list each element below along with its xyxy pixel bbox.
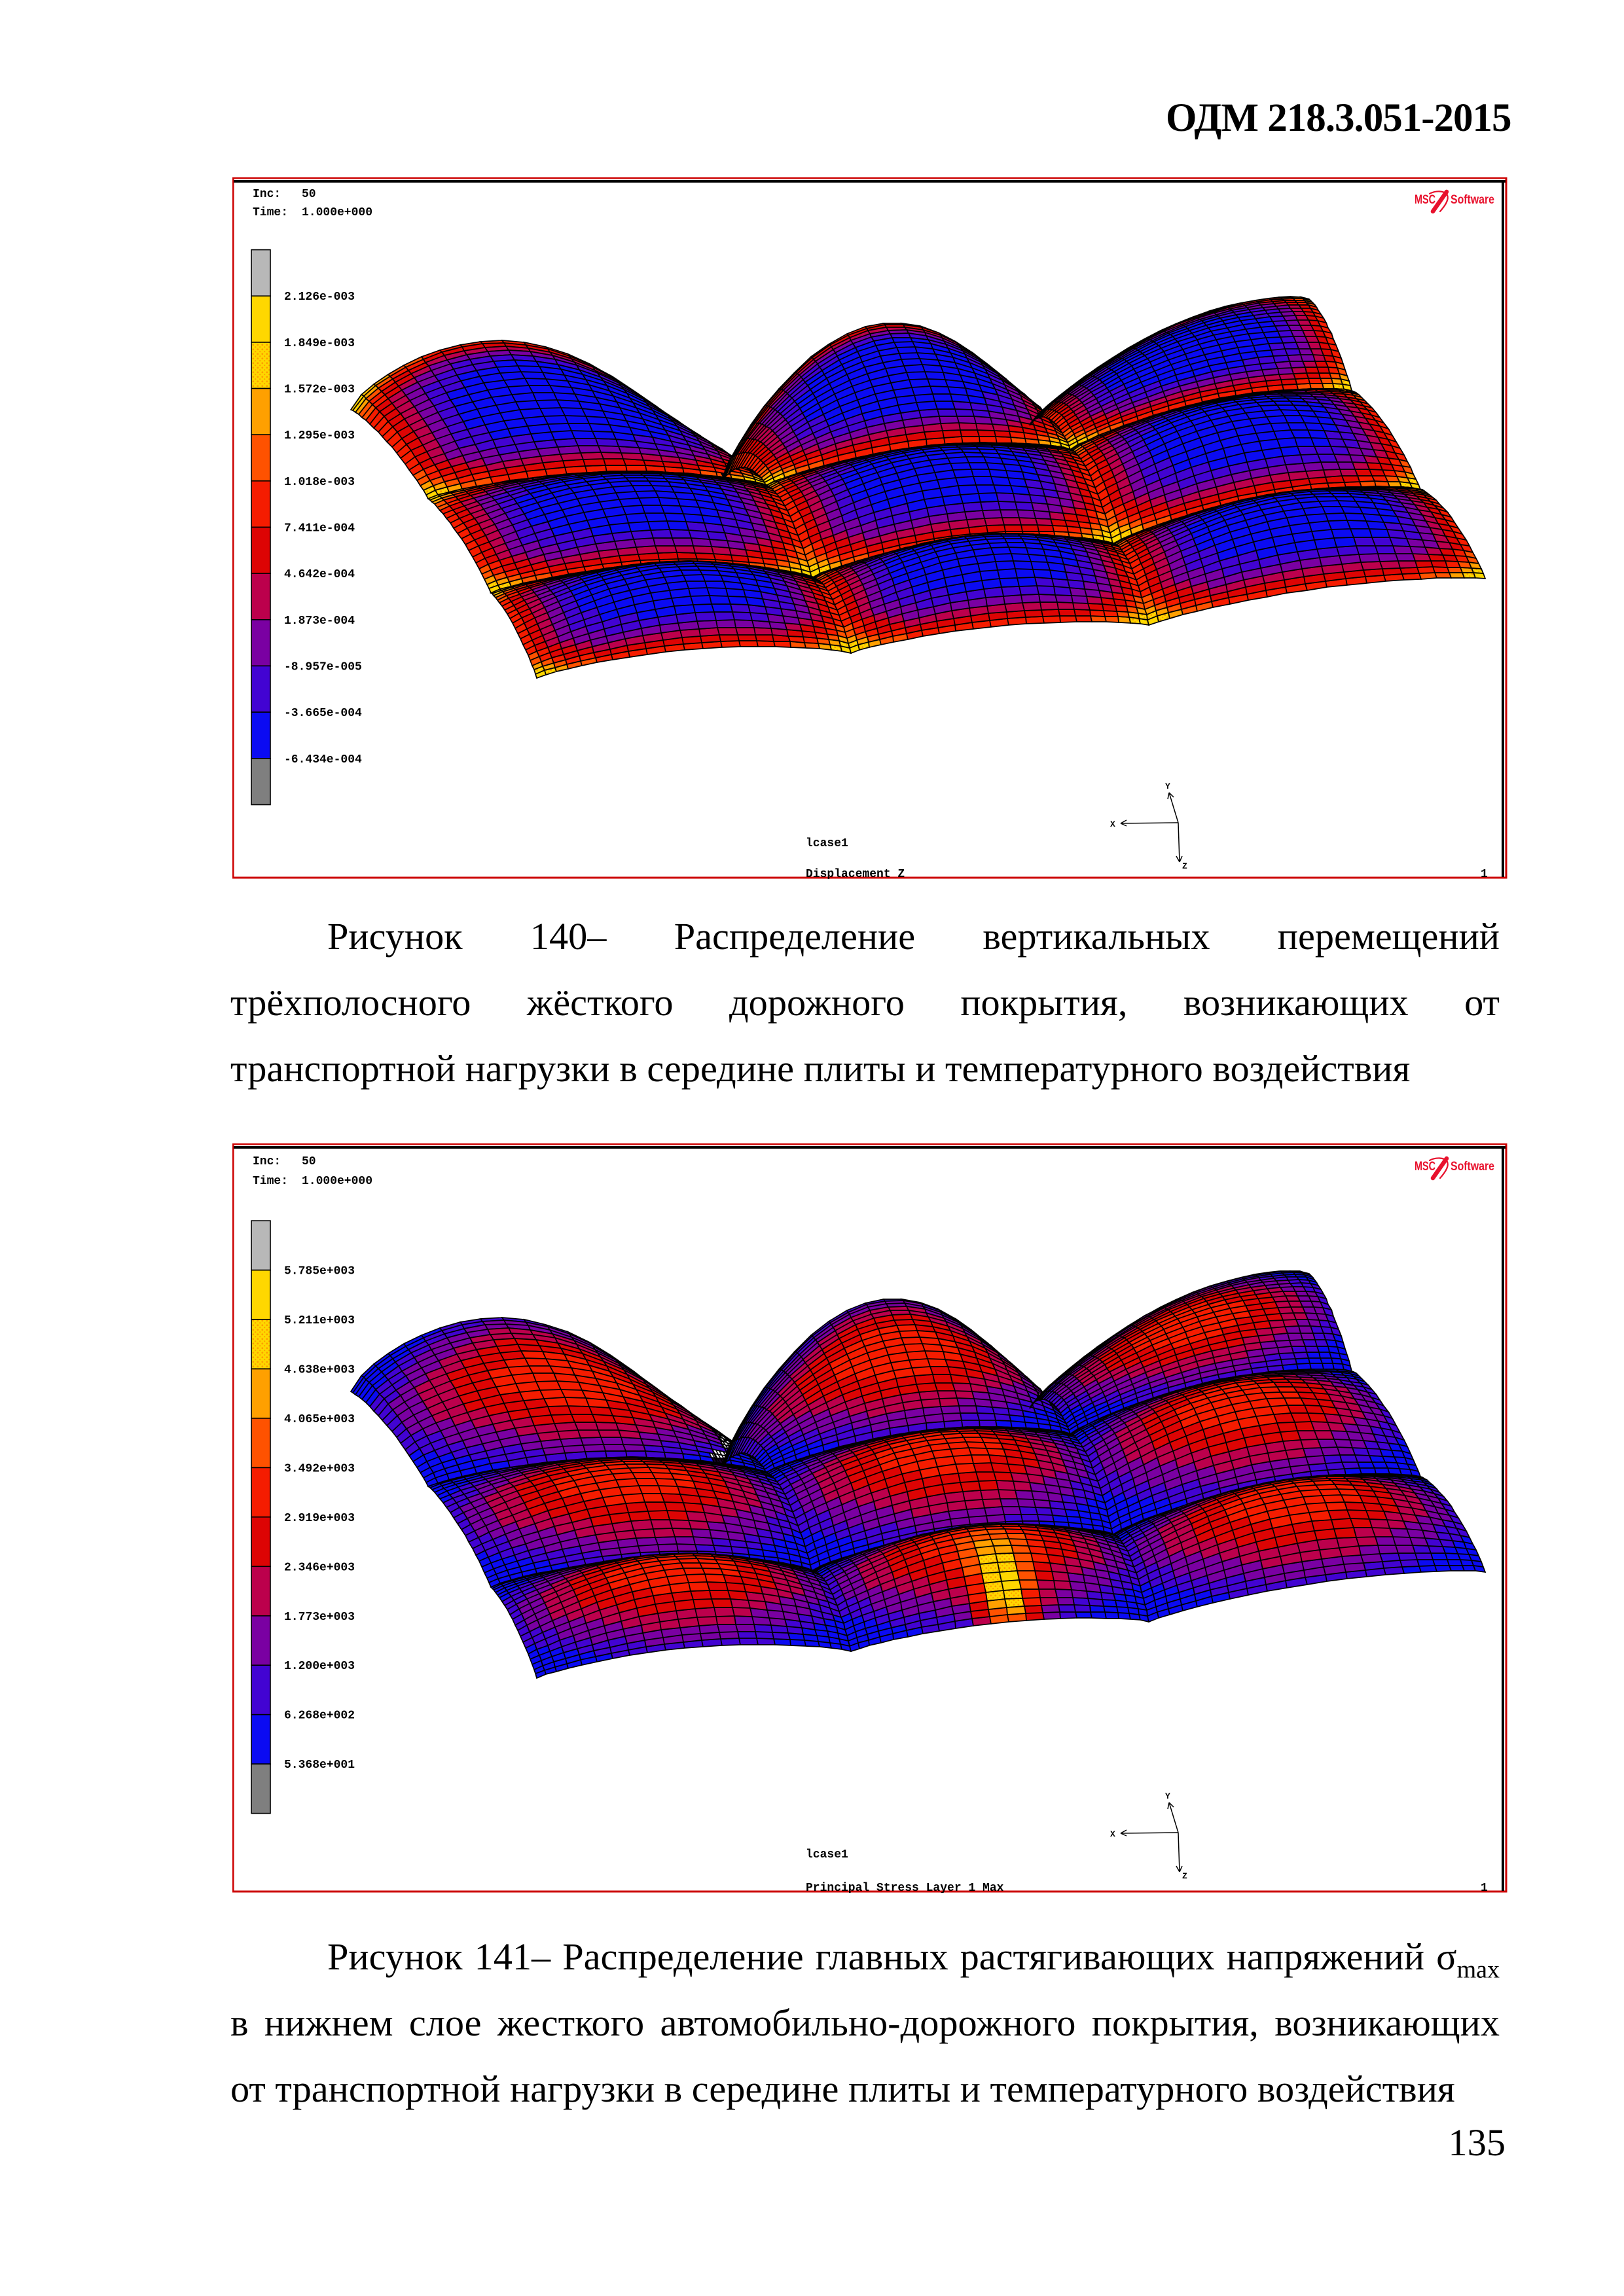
svg-text:50: 50 <box>302 1155 316 1168</box>
svg-text:lcase1: lcase1 <box>806 1848 848 1861</box>
svg-text:1.849e-003: 1.849e-003 <box>284 337 355 350</box>
svg-text:X: X <box>1110 819 1115 829</box>
svg-text:Software: Software <box>1451 193 1494 207</box>
svg-text:Inc:: Inc: <box>253 1155 281 1168</box>
svg-text:1.572e-003: 1.572e-003 <box>284 384 355 397</box>
svg-text:Y: Y <box>1165 781 1170 791</box>
svg-text:-8.957e-005: -8.957e-005 <box>284 661 362 674</box>
svg-text:lcase1: lcase1 <box>806 837 848 850</box>
svg-text:X: X <box>1110 1829 1115 1839</box>
svg-text:1.000e+000: 1.000e+000 <box>302 206 372 219</box>
svg-text:2.126e-003: 2.126e-003 <box>284 291 355 304</box>
svg-text:2.919e+003: 2.919e+003 <box>284 1512 355 1525</box>
svg-text:1.200e+003: 1.200e+003 <box>284 1660 355 1673</box>
svg-text:5.368e+001: 5.368e+001 <box>284 1759 355 1772</box>
svg-text:1.873e-004: 1.873e-004 <box>284 615 355 628</box>
svg-text:1.000e+000: 1.000e+000 <box>302 1175 372 1188</box>
svg-text:1.018e-003: 1.018e-003 <box>284 476 355 489</box>
svg-text:Z: Z <box>1182 1871 1187 1881</box>
svg-text:Y: Y <box>1165 1791 1170 1801</box>
svg-text:Time:: Time: <box>253 1175 288 1188</box>
svg-text:Z: Z <box>1182 861 1187 871</box>
svg-text:Displacement Z: Displacement Z <box>806 868 905 879</box>
svg-text:Principal Stress Layer 1 Max: Principal Stress Layer 1 Max <box>806 1882 1004 1893</box>
svg-text:5.211e+003: 5.211e+003 <box>284 1314 355 1327</box>
svg-text:-3.665e-004: -3.665e-004 <box>284 707 362 720</box>
svg-text:7.411e-004: 7.411e-004 <box>284 522 355 535</box>
svg-text:2.346e+003: 2.346e+003 <box>284 1561 355 1574</box>
svg-text:4.065e+003: 4.065e+003 <box>284 1413 355 1426</box>
svg-text:Software: Software <box>1451 1160 1494 1174</box>
svg-text:1.773e+003: 1.773e+003 <box>284 1611 355 1624</box>
svg-text:50: 50 <box>302 188 316 201</box>
svg-text:1: 1 <box>1481 1882 1488 1893</box>
svg-text:Inc:: Inc: <box>253 188 281 201</box>
svg-text:Time:: Time: <box>253 206 288 219</box>
svg-text:MSC: MSC <box>1415 193 1435 207</box>
svg-text:3.492e+003: 3.492e+003 <box>284 1462 355 1475</box>
svg-text:4.642e-004: 4.642e-004 <box>284 568 355 581</box>
svg-text:4.638e+003: 4.638e+003 <box>284 1364 355 1377</box>
svg-text:1: 1 <box>1481 868 1488 879</box>
svg-text:6.268e+002: 6.268e+002 <box>284 1710 355 1723</box>
svg-text:MSC: MSC <box>1415 1160 1435 1174</box>
svg-text:1.295e-003: 1.295e-003 <box>284 429 355 442</box>
svg-text:5.785e+003: 5.785e+003 <box>284 1265 355 1278</box>
svg-text:-6.434e-004: -6.434e-004 <box>284 753 362 766</box>
